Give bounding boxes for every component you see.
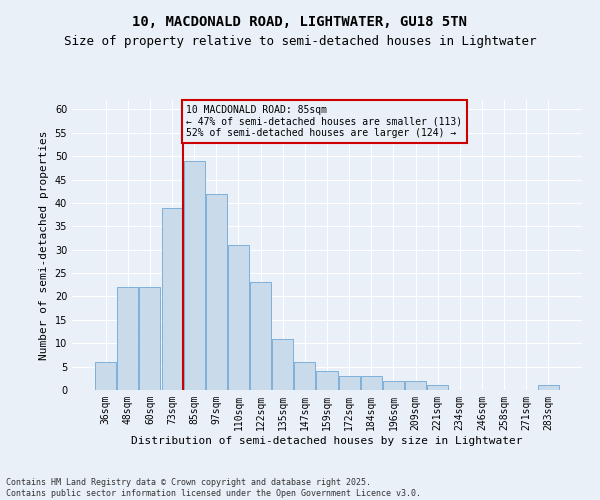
Bar [118, 287, 139, 390]
X-axis label: Distribution of semi-detached houses by size in Lightwater: Distribution of semi-detached houses by … [131, 436, 523, 446]
Bar [95, 362, 116, 390]
Bar [184, 161, 205, 390]
Bar [161, 208, 182, 390]
Bar [250, 282, 271, 390]
Bar [295, 362, 316, 390]
Bar [383, 380, 404, 390]
Bar [272, 338, 293, 390]
Bar [538, 386, 559, 390]
Bar [206, 194, 227, 390]
Bar [228, 245, 249, 390]
Bar [338, 376, 359, 390]
Bar [405, 380, 426, 390]
Bar [361, 376, 382, 390]
Text: Contains HM Land Registry data © Crown copyright and database right 2025.
Contai: Contains HM Land Registry data © Crown c… [6, 478, 421, 498]
Text: Size of property relative to semi-detached houses in Lightwater: Size of property relative to semi-detach… [64, 35, 536, 48]
Bar [139, 287, 160, 390]
Bar [427, 386, 448, 390]
Y-axis label: Number of semi-detached properties: Number of semi-detached properties [39, 130, 49, 360]
Bar [316, 372, 338, 390]
Text: 10, MACDONALD ROAD, LIGHTWATER, GU18 5TN: 10, MACDONALD ROAD, LIGHTWATER, GU18 5TN [133, 15, 467, 29]
Text: 10 MACDONALD ROAD: 85sqm
← 47% of semi-detached houses are smaller (113)
52% of : 10 MACDONALD ROAD: 85sqm ← 47% of semi-d… [187, 104, 463, 138]
